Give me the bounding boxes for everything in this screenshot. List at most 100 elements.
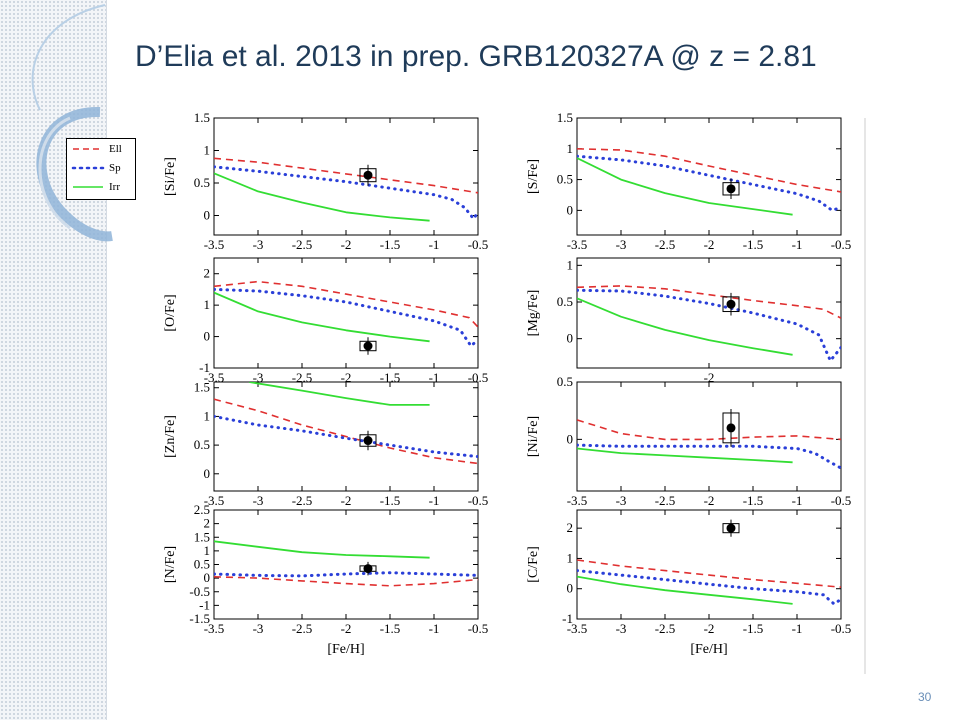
- panel-6-xtick-label: -3.5: [567, 493, 588, 508]
- panel-5-xtick-label: -0.5: [468, 493, 489, 508]
- panel-3-observation-point: [363, 341, 373, 351]
- panel-7-frame: [213, 509, 479, 620]
- panel-1-series-sp: [214, 165, 478, 221]
- panel-6-ytick-label: 0.5: [557, 374, 573, 389]
- panel-4-observation-point: [726, 299, 736, 309]
- panel-8-observation-point: [726, 523, 736, 533]
- panel-1-xtick-label: -2: [341, 237, 352, 252]
- panel-2-ytick-label: 1.5: [557, 110, 573, 125]
- panel-1-xtick-label: -0.5: [468, 237, 489, 252]
- panel-1-ytick-label: 1.5: [194, 110, 210, 125]
- panel-5-xtick-label: -1.5: [380, 493, 401, 508]
- panel-5-xtick-label: -1: [429, 493, 440, 508]
- panel-8-series-sp: [577, 569, 841, 606]
- panel-5-ytick-label: 1.5: [194, 380, 210, 395]
- panel-3-ytick-label: -1: [199, 360, 210, 375]
- panel-2-ytick-label: 1: [567, 141, 574, 156]
- panel-7-series-ell: [214, 576, 478, 587]
- panel-1-xtick-label: -2.5: [292, 237, 313, 252]
- panel-3-xtick-label: -1.5: [380, 370, 401, 385]
- panel-4-ytick-label: 0: [567, 331, 574, 346]
- legend-label-sp: Sp: [109, 162, 121, 174]
- panel-4-frame: [576, 257, 842, 369]
- panel-2-ylabel: [S/Fe]: [526, 159, 541, 194]
- panel-7-xtick-label: -2.5: [292, 621, 313, 636]
- panel-8-xtick-label: -2: [704, 621, 715, 636]
- panel-7-xtick-label: -1.5: [380, 621, 401, 636]
- panel-6-xtick-label: -0.5: [831, 493, 852, 508]
- slide-number: 30: [918, 690, 932, 704]
- panel-4-ylabel: [Mg/Fe]: [526, 290, 541, 337]
- panel-7-ytick-label: -1: [199, 597, 210, 612]
- panel-5-ylabel: [Zn/Fe]: [163, 415, 178, 458]
- panel-8-xtick-label: -0.5: [831, 621, 852, 636]
- panel-5-xtick-label: -3: [253, 493, 264, 508]
- panel-5-ytick-label: 0.5: [194, 437, 210, 452]
- panel-6-frame: [576, 381, 842, 492]
- legend-label-ell: Ell: [109, 143, 122, 155]
- panel-6-xtick-label: -2.5: [655, 493, 676, 508]
- panel-2-ytick-label: 0: [567, 202, 574, 217]
- slide-title: D’Elia et al. 2013 in prep. GRB120327A @…: [135, 40, 817, 73]
- panel-2-xtick-label: -3.5: [567, 237, 588, 252]
- figure-edge: [864, 118, 866, 674]
- panel-6-series-ell: [577, 419, 841, 441]
- legend-label-irr: Irr: [109, 181, 120, 193]
- panel-3-xtick-label: -3: [253, 370, 264, 385]
- panel-8-frame: [576, 509, 842, 620]
- panel-7-observation-point: [363, 564, 373, 574]
- panel-3-frame: [213, 257, 479, 369]
- panel-5-observation-point: [363, 436, 373, 446]
- panel-7-xtick-label: -1: [429, 621, 440, 636]
- decorative-arcs: [31, 4, 113, 242]
- panel-7-ytick-label: 0: [204, 570, 211, 585]
- panel-1-observation-point: [363, 170, 373, 180]
- panel-3-series-sp: [214, 287, 478, 348]
- panel-1-ytick-label: 0.5: [194, 175, 210, 190]
- legend: Ell Sp Irr: [66, 138, 136, 200]
- panel-4-xtick-label: -2: [704, 370, 715, 385]
- panel-7-xlabel: [Fe/H]: [327, 642, 364, 657]
- panel-7-xtick-label: -2: [341, 621, 352, 636]
- panel-6-series-sp: [577, 443, 841, 470]
- panel-5-series-ell: [214, 398, 478, 465]
- panel-6-xtick-label: -3: [616, 493, 627, 508]
- panel-3-xtick-label: -3.5: [204, 370, 225, 385]
- panel-1-xtick-label: -1.5: [380, 237, 401, 252]
- panel-6-series-irr: [577, 447, 793, 464]
- panel-7-ytick-label: 2.5: [194, 502, 210, 517]
- panel-5-xtick-label: -2.5: [292, 493, 313, 508]
- panel-1-xtick-label: -3.5: [204, 237, 225, 252]
- panel-5-xtick-label: -3.5: [204, 493, 225, 508]
- panel-2-xtick-label: -3: [616, 237, 627, 252]
- panel-3-xtick-label: -1: [429, 370, 440, 385]
- panel-7-ytick-label: -1.5: [189, 611, 210, 626]
- legend-item-ell: Ell: [71, 141, 135, 157]
- panel-1-ytick-label: 1: [204, 143, 211, 158]
- panel-2-xtick-label: -2.5: [655, 237, 676, 252]
- panel-3-ytick-label: 1: [204, 297, 211, 312]
- panel-5-xtick-label: -2: [341, 493, 352, 508]
- panel-5-series-irr: [249, 382, 430, 406]
- panel-3-ytick-label: 0: [204, 329, 211, 344]
- panel-3-ylabel: [O/Fe]: [163, 294, 178, 331]
- panel-2-observation-point: [726, 184, 736, 194]
- panel-1-xtick-label: -1: [429, 237, 440, 252]
- panel-2-series-ell: [577, 148, 841, 193]
- panel-6-observation-point: [726, 423, 736, 433]
- panel-1-series-ell: [214, 157, 478, 194]
- panel-2-series-irr: [577, 157, 793, 216]
- panel-7-ytick-label: -0.5: [189, 584, 210, 599]
- legend-item-sp: Sp: [71, 160, 135, 176]
- panel-7-ylabel: [N/Fe]: [163, 546, 178, 583]
- panel-7-ytick-label: 0.5: [194, 557, 210, 572]
- panel-8-xtick-label: -1: [792, 621, 803, 636]
- panel-6-ytick-label: 0: [567, 431, 574, 446]
- panel-2-xtick-label: -1.5: [743, 237, 764, 252]
- panel-3-xtick-label: -2.5: [292, 370, 313, 385]
- panel-2-xtick-label: -0.5: [831, 237, 852, 252]
- legend-item-irr: Irr: [71, 179, 135, 195]
- panel-1-xtick-label: -3: [253, 237, 264, 252]
- panel-6-xtick-label: -1: [792, 493, 803, 508]
